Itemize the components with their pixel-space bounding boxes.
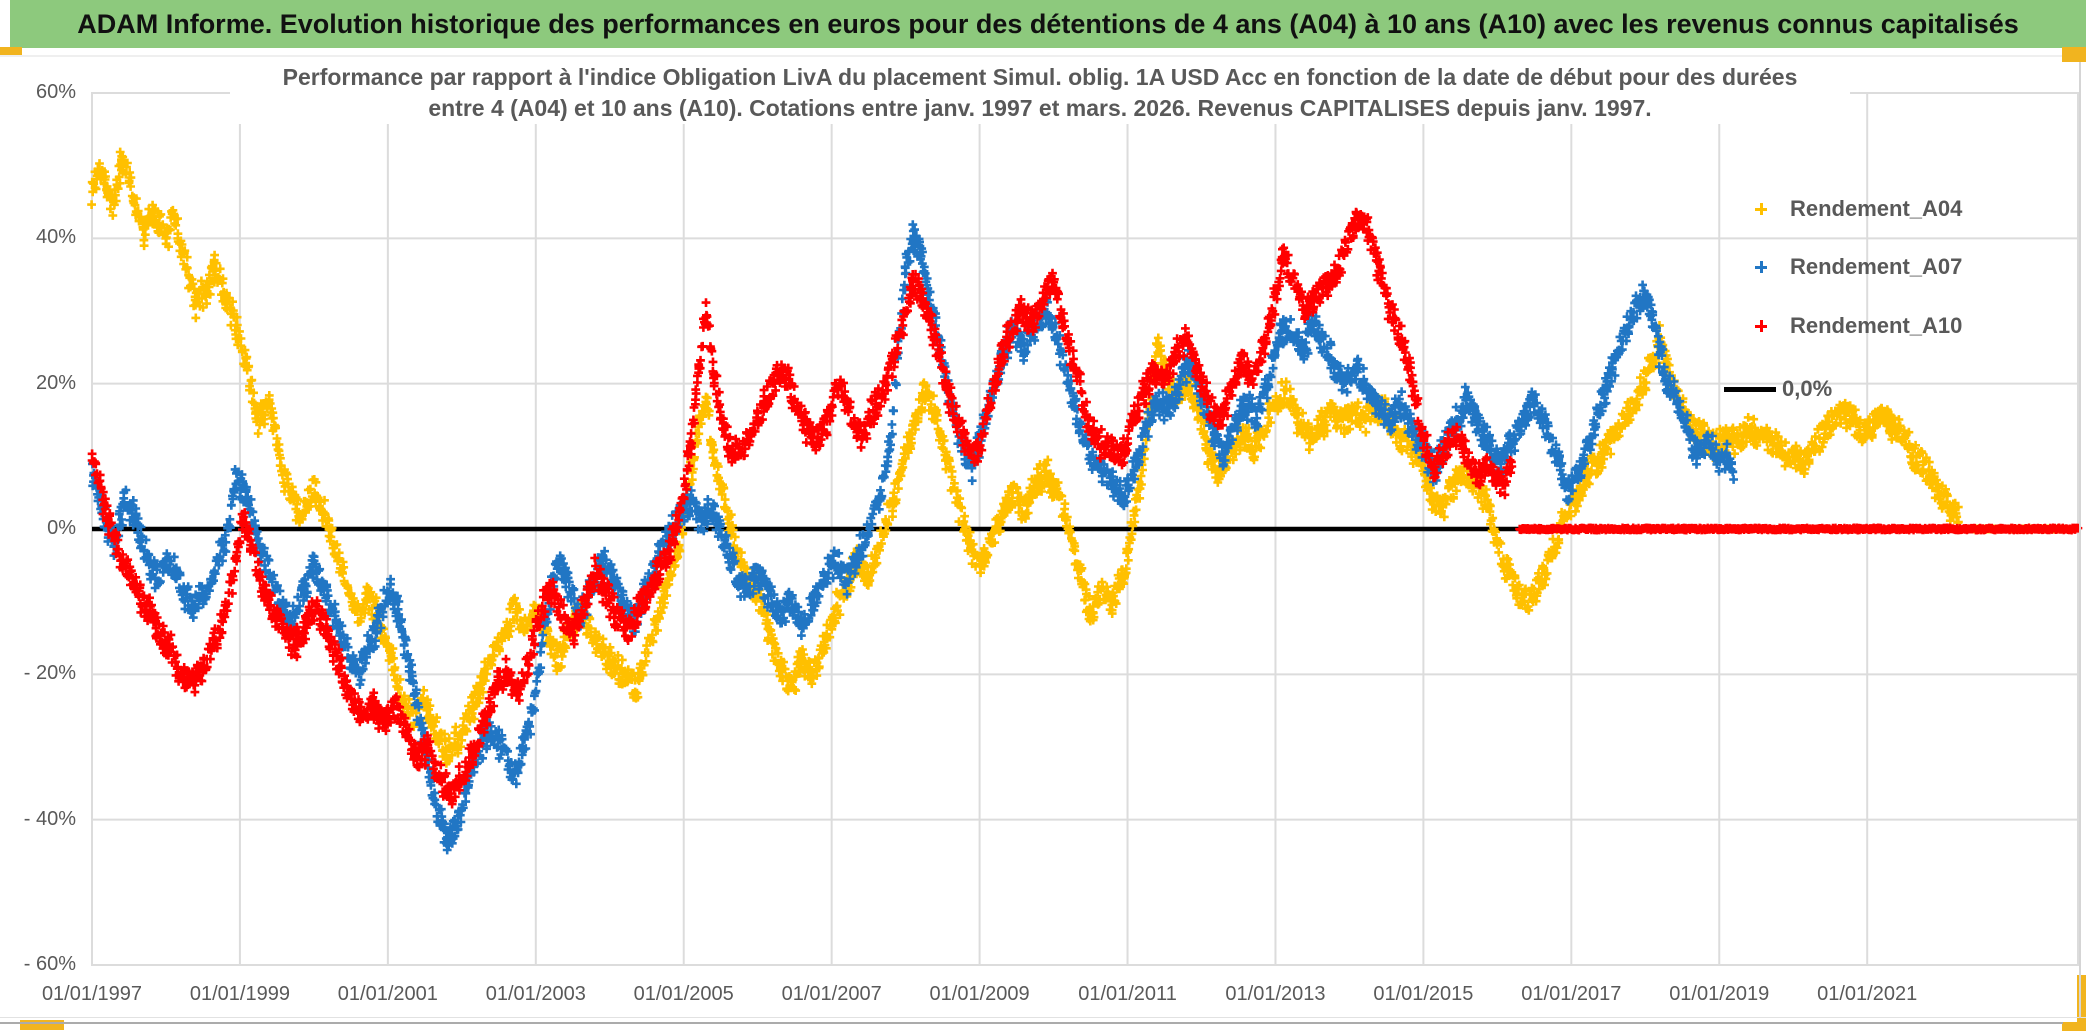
y-tick-label: - 40% <box>23 807 76 830</box>
x-tick-label: 01/01/2013 <box>1225 983 1326 1005</box>
divider <box>0 55 2086 57</box>
bottom-divider <box>0 1017 2086 1018</box>
x-tick-label: 01/01/1997 <box>41 983 143 1005</box>
right-border <box>2079 62 2081 1018</box>
legend-item-rendement-a04[interactable]: Rendement_A04 <box>1724 196 1962 222</box>
plus-marker-icon <box>1754 260 1768 274</box>
plus-marker-icon <box>1754 319 1768 333</box>
legend-item-rendement-a10[interactable]: Rendement_A10 <box>1724 313 1962 339</box>
gold-accent-bottom-left <box>20 1020 64 1030</box>
plus-marker-icon <box>1754 202 1768 216</box>
legend-label: Rendement_A04 <box>1790 196 1963 221</box>
x-tick-label: 01/01/2015 <box>1373 983 1474 1005</box>
legend-item-zero-line[interactable]: 0,0% <box>1724 376 1832 402</box>
page-title: ADAM Informe. Evolution historique des p… <box>77 8 2019 39</box>
legend-label: Rendement_A10 <box>1790 313 1963 338</box>
legend-label: 0,0% <box>1782 376 1833 401</box>
x-tick-label: 01/01/2011 <box>1078 983 1177 1005</box>
x-tick-label: 01/01/2007 <box>781 983 882 1005</box>
chart-title-line2: entre 4 (A04) et 10 ans (A10). Cotations… <box>428 95 1652 121</box>
x-tick-label: 01/01/2017 <box>1521 983 1622 1005</box>
x-tick-label: 01/01/1999 <box>189 983 290 1005</box>
y-tick-label: 20% <box>35 371 76 394</box>
legend-item-rendement-a07[interactable]: Rendement_A07 <box>1724 254 1962 280</box>
x-tick-label: 01/01/2003 <box>485 983 586 1005</box>
title-bar: ADAM Informe. Evolution historique des p… <box>10 0 2086 48</box>
gold-accent-top-right <box>2062 47 2086 62</box>
legend-label: Rendement_A07 <box>1790 254 1963 279</box>
zero-tail-markers <box>1515 523 2083 535</box>
x-tick-label: 01/01/2019 <box>1669 983 1770 1005</box>
y-tick-label: 0% <box>47 517 76 539</box>
gold-accent-bottom-right-vertical <box>2077 975 2086 1031</box>
chart-title-line1: Performance par rapport à l'indice Oblig… <box>282 64 1798 90</box>
scatter-series-Rendement_A07 <box>88 220 1738 855</box>
y-tick-label: - 60% <box>23 953 76 975</box>
scatter-series-Rendement_A10 <box>87 207 1517 809</box>
x-tick-label: 01/01/2021 <box>1817 983 1918 1005</box>
bottom-divider-dark <box>0 1022 2063 1024</box>
y-tick-label: 40% <box>35 226 76 249</box>
x-tick-label: 01/01/2001 <box>337 983 438 1005</box>
y-tick-label: 60% <box>35 81 76 103</box>
gold-accent-top-left <box>0 47 22 55</box>
zero-line-icon <box>1724 386 1776 392</box>
scatter-series-Rendement_A04 <box>87 147 1964 768</box>
x-tick-label: 01/01/2009 <box>929 983 1030 1005</box>
gold-accent-bottom-right-horizontal <box>2062 1022 2086 1031</box>
chart-title: Performance par rapport à l'indice Oblig… <box>230 62 1850 124</box>
x-tick-label: 01/01/2005 <box>633 983 734 1005</box>
y-tick-label: - 20% <box>23 662 76 685</box>
